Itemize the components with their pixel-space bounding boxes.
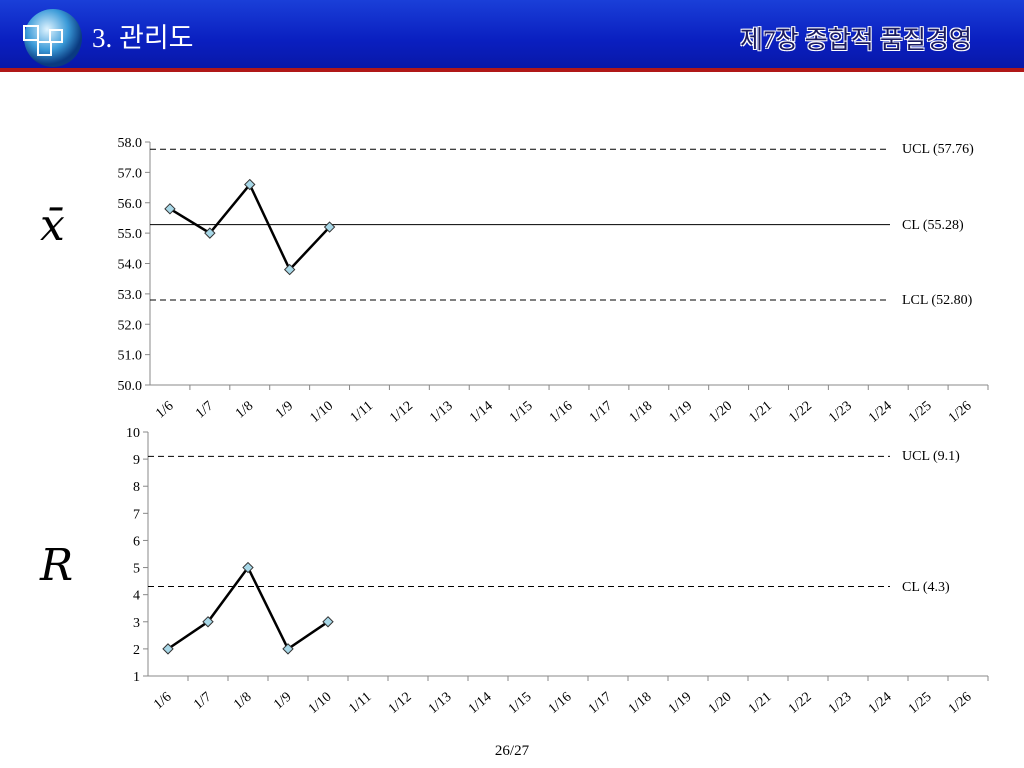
x-tick-label: 1/10 bbox=[306, 690, 335, 717]
data-marker bbox=[244, 178, 256, 191]
y-tick-label: 3 bbox=[133, 616, 140, 631]
x-tick-label: 1/25 bbox=[906, 690, 935, 717]
header-bar: 3. 관리도 제7장 종합적 품질경영 bbox=[0, 0, 1024, 72]
x-tick-label: 1/20 bbox=[706, 690, 735, 717]
data-marker bbox=[242, 561, 254, 574]
y-tick-label: 53.0 bbox=[118, 288, 143, 303]
x-tick-label: 1/17 bbox=[586, 690, 615, 717]
y-tick-label: 56.0 bbox=[118, 197, 143, 212]
data-line bbox=[167, 565, 329, 651]
y-tick-label: 6 bbox=[133, 534, 140, 549]
x-tick-label: 1/18 bbox=[626, 690, 655, 717]
x-tick-label: 1/10 bbox=[307, 399, 336, 426]
slide-title: 3. 관리도 bbox=[92, 23, 194, 53]
y-tick-label: 50.0 bbox=[118, 379, 143, 394]
x-tick-label: 1/14 bbox=[467, 399, 496, 426]
y-tick-label: 8 bbox=[133, 480, 140, 495]
x-tick-label: 1/14 bbox=[466, 690, 495, 717]
x-tick-label: 1/15 bbox=[507, 399, 536, 426]
x-tick-label: 1/11 bbox=[348, 399, 376, 426]
x-tick-label: 1/23 bbox=[826, 399, 855, 426]
x-tick-label: 1/13 bbox=[426, 690, 455, 717]
y-tick-label: 4 bbox=[133, 589, 140, 604]
y-tick-label: 10 bbox=[126, 426, 140, 441]
data-marker bbox=[323, 221, 336, 233]
x-tick-label: 1/22 bbox=[786, 399, 815, 426]
y-tick-label: 58.0 bbox=[118, 136, 143, 151]
axis-symbol: R bbox=[40, 540, 74, 591]
x-tick-label: 1/17 bbox=[587, 399, 616, 426]
x-tick-label: 1/19 bbox=[666, 690, 695, 717]
y-tick-label: 55.0 bbox=[118, 227, 143, 242]
x-tick-label: 1/20 bbox=[706, 399, 735, 426]
x-tick-label: 1/23 bbox=[826, 690, 855, 717]
x-tick-label: 1/25 bbox=[906, 399, 935, 426]
x-tick-label: 1/21 bbox=[746, 399, 775, 426]
x-tick-label: 1/11 bbox=[346, 690, 374, 717]
data-marker bbox=[162, 643, 174, 655]
y-tick-label: 5 bbox=[133, 562, 140, 577]
y-tick-label: 2 bbox=[133, 643, 140, 658]
x-tick-label: 1/7 bbox=[193, 399, 216, 422]
x-tick-label: 1/16 bbox=[547, 399, 576, 426]
x-tick-label: 1/13 bbox=[427, 399, 456, 426]
y-tick-label: 54.0 bbox=[118, 258, 143, 273]
x-tick-label: 1/7 bbox=[191, 690, 214, 713]
y-tick-label: 1 bbox=[133, 670, 140, 685]
data-marker bbox=[164, 203, 176, 215]
y-tick-label: 57.0 bbox=[118, 166, 143, 181]
x-tick-label: 1/22 bbox=[786, 690, 815, 717]
x-tick-label: 1/9 bbox=[273, 399, 296, 422]
data-marker bbox=[282, 643, 294, 655]
x-tick-label: 1/16 bbox=[546, 690, 575, 717]
y-tick-label: 51.0 bbox=[118, 349, 143, 364]
control-line-label: UCL (57.76) bbox=[902, 142, 974, 158]
x-tick-label: 1/15 bbox=[506, 690, 535, 717]
control-line-label: LCL (52.80) bbox=[902, 292, 973, 308]
x-tick-label: 1/21 bbox=[746, 690, 775, 717]
x-tick-label: 1/26 bbox=[946, 690, 975, 717]
logo bbox=[23, 9, 82, 67]
x-tick-label: 1/26 bbox=[946, 399, 975, 426]
axis-symbol: x̄ bbox=[40, 200, 65, 251]
data-marker bbox=[322, 616, 334, 628]
data-line bbox=[169, 182, 331, 272]
data-marker bbox=[204, 227, 216, 239]
x-tick-label: 1/6 bbox=[151, 690, 174, 713]
control-line-label: UCL (9.1) bbox=[902, 449, 960, 465]
chapter-title: 제7장 종합적 품질경영 bbox=[739, 27, 972, 54]
x-tick-label: 1/12 bbox=[387, 399, 416, 426]
x-tick-label: 1/12 bbox=[386, 690, 415, 717]
y-tick-label: 7 bbox=[133, 507, 140, 522]
x-tick-label: 1/6 bbox=[153, 399, 176, 422]
x-tick-label: 1/9 bbox=[271, 690, 294, 713]
y-tick-label: 9 bbox=[133, 453, 140, 468]
y-tick-label: 52.0 bbox=[118, 318, 143, 333]
data-marker bbox=[202, 616, 214, 628]
control-line-label: CL (4.3) bbox=[902, 579, 950, 595]
x-tick-label: 1/8 bbox=[233, 399, 256, 422]
x-tick-label: 1/19 bbox=[667, 399, 696, 426]
control-line-label: CL (55.28) bbox=[902, 217, 964, 233]
x-tick-label: 1/18 bbox=[627, 399, 656, 426]
x-tick-label: 1/24 bbox=[866, 399, 895, 426]
page-number: 26/27 bbox=[494, 743, 530, 759]
x-tick-label: 1/24 bbox=[866, 690, 895, 717]
data-marker bbox=[283, 263, 296, 276]
x-tick-label: 1/8 bbox=[231, 690, 254, 713]
